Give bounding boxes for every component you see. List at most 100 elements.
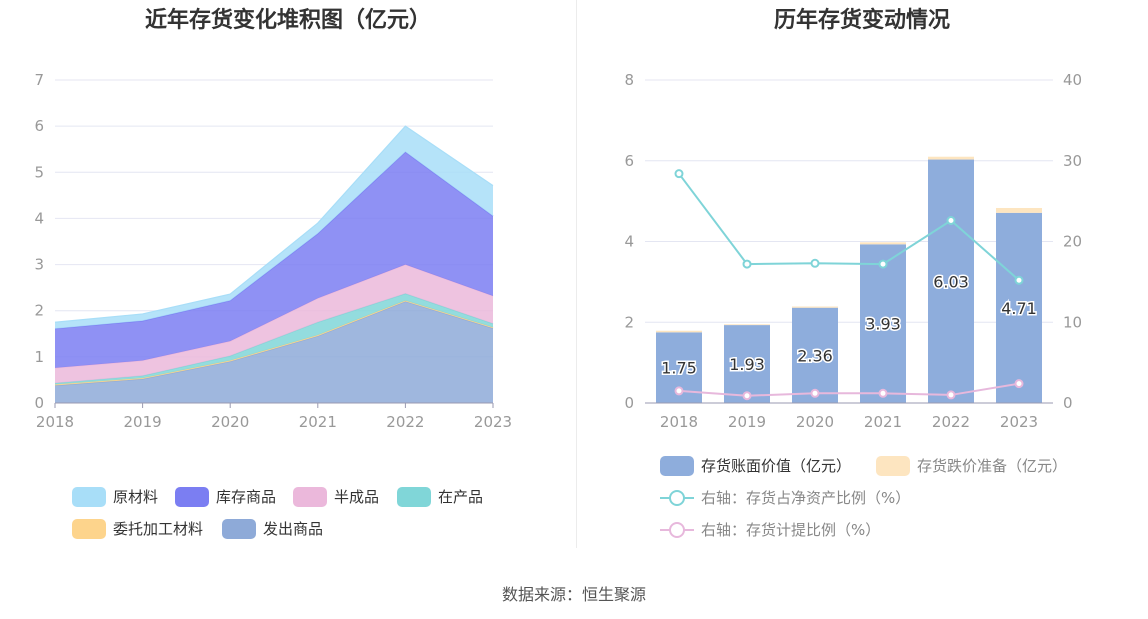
legend-swatch bbox=[876, 455, 910, 476]
legend-label: 存货跌价准备（亿元） bbox=[917, 457, 1068, 475]
legend-item-impairment-reserve[interactable]: 存货跌价准备（亿元） bbox=[876, 455, 1067, 476]
bar-data-label: 1.93 bbox=[729, 355, 765, 374]
bar-impairment-reserve bbox=[996, 207, 1042, 213]
bar-book-value bbox=[792, 307, 838, 403]
left-y-tick-label: 3 bbox=[34, 256, 44, 274]
line-point bbox=[742, 391, 752, 401]
legend-swatch bbox=[72, 486, 106, 507]
legend-label: 存货账面价值（亿元） bbox=[701, 457, 852, 475]
left-y-tick-label: 2 bbox=[34, 302, 44, 320]
left-x-tick-label: 2019 bbox=[124, 413, 162, 431]
right-y-tick-label: 8 bbox=[624, 71, 634, 89]
line-point bbox=[946, 390, 956, 400]
area-series-edge bbox=[54, 125, 494, 323]
legend-swatch bbox=[293, 486, 327, 507]
left-y-tick-label: 4 bbox=[34, 209, 44, 227]
line-point bbox=[810, 388, 820, 398]
right-y2-tick-label: 10 bbox=[1063, 313, 1082, 331]
right-y2-tick-label: 0 bbox=[1063, 394, 1073, 412]
right-x-tick-label: 2019 bbox=[728, 413, 766, 431]
right-y2-tick-label: 40 bbox=[1063, 71, 1082, 89]
legend-label: 半成品 bbox=[334, 488, 380, 506]
right-x-tick-label: 2018 bbox=[660, 413, 698, 431]
right-x-tick-label: 2021 bbox=[864, 413, 902, 431]
right-y2-tick-label: 20 bbox=[1063, 233, 1082, 251]
legend-item-provision-ratio[interactable]: 右轴：存货计提比例（%） bbox=[660, 519, 880, 540]
left-x-tick-label: 2023 bbox=[474, 413, 512, 431]
bar-data-label: 1.75 bbox=[661, 359, 697, 378]
left-y-tick-label: 0 bbox=[34, 394, 44, 412]
bar-data-label: 2.36 bbox=[797, 346, 833, 365]
line-point bbox=[878, 259, 888, 269]
left-x-tick-label: 2021 bbox=[299, 413, 337, 431]
right-x-tick-label: 2020 bbox=[796, 413, 834, 431]
left-y-tick-label: 1 bbox=[34, 348, 44, 366]
right-x-tick-label: 2023 bbox=[1000, 413, 1038, 431]
bar-book-value bbox=[724, 325, 770, 403]
legend-label: 在产品 bbox=[438, 488, 484, 506]
line-point bbox=[1014, 379, 1024, 389]
legend-label: 发出商品 bbox=[263, 520, 324, 538]
line-point bbox=[742, 259, 752, 269]
area-series-band bbox=[55, 151, 493, 368]
legend-item-net-asset-ratio[interactable]: 右轴：存货占净资产比例（%） bbox=[660, 487, 910, 508]
left-y-tick-label: 6 bbox=[34, 117, 44, 135]
legend-item-inventory-book-value[interactable]: 存货账面价值（亿元） bbox=[660, 455, 851, 476]
legend-item-work-in-progress[interactable]: 在产品 bbox=[397, 486, 483, 507]
area-series-edge bbox=[54, 151, 494, 330]
legend-label: 库存商品 bbox=[216, 488, 277, 506]
data-source: 数据来源：恒生聚源 bbox=[501, 585, 646, 604]
legend-swatch bbox=[660, 455, 694, 476]
right-y2-tick-label: 30 bbox=[1063, 152, 1082, 170]
legend-swatch bbox=[175, 486, 209, 507]
area-series-band bbox=[55, 264, 493, 384]
right-y-tick-label: 0 bbox=[624, 394, 634, 412]
bar-data-label: 3.93 bbox=[865, 315, 901, 334]
bar-impairment-reserve bbox=[792, 306, 838, 308]
legend-label: 右轴：存货计提比例（%） bbox=[701, 521, 881, 539]
legend-item-raw-materials[interactable]: 原材料 bbox=[72, 486, 158, 507]
area-series-band bbox=[55, 301, 493, 403]
line-point bbox=[674, 169, 684, 179]
bar-book-value bbox=[928, 159, 974, 403]
left-x-tick-label: 2020 bbox=[211, 413, 249, 431]
line-point bbox=[1014, 275, 1024, 285]
bar-book-value bbox=[996, 212, 1042, 403]
bar-book-value bbox=[860, 244, 906, 403]
right-y-tick-label: 2 bbox=[624, 313, 634, 331]
right-y-tick-label: 4 bbox=[624, 233, 634, 251]
right-x-tick-label: 2022 bbox=[932, 413, 970, 431]
line-point bbox=[674, 386, 684, 396]
bar-impairment-reserve bbox=[724, 324, 770, 326]
legend-item-consigned-materials[interactable]: 委托加工材料 bbox=[72, 518, 203, 539]
legend-label: 原材料 bbox=[113, 488, 159, 506]
legend-item-semi-finished[interactable]: 半成品 bbox=[293, 486, 379, 507]
left-y-tick-label: 5 bbox=[34, 163, 44, 181]
right-y-tick-label: 6 bbox=[624, 152, 634, 170]
line-provision-ratio bbox=[678, 382, 1020, 397]
bar-data-label: 4.71 bbox=[1001, 299, 1037, 318]
legend-swatch bbox=[397, 486, 431, 507]
bar-impairment-reserve bbox=[860, 242, 906, 245]
legend-label: 右轴：存货占净资产比例（%） bbox=[701, 489, 911, 507]
left-y-tick-label: 7 bbox=[34, 71, 44, 89]
left-chart-title: 近年存货变化堆积图（亿元） bbox=[144, 8, 431, 33]
left-x-tick-label: 2018 bbox=[36, 413, 74, 431]
line-net-asset-ratio bbox=[678, 173, 1020, 282]
legend-swatch bbox=[222, 518, 256, 539]
legend-label: 委托加工材料 bbox=[113, 520, 204, 538]
bar-data-label: 6.03 bbox=[933, 272, 969, 291]
legend-item-goods-shipped[interactable]: 发出商品 bbox=[222, 518, 323, 539]
line-point bbox=[878, 388, 888, 398]
line-point bbox=[810, 258, 820, 268]
legend-item-finished-goods[interactable]: 库存商品 bbox=[175, 486, 276, 507]
legend-line-marker bbox=[660, 520, 694, 540]
area-series-edge bbox=[54, 299, 494, 386]
legend-line-marker bbox=[660, 488, 694, 508]
right-chart-title: 历年存货变动情况 bbox=[773, 8, 950, 33]
charts-canvas: 0 1 2 3 4 5 6 7 2018 2019 2020 2021 2022 2023 0 2 4 6 8 0 10… bbox=[34, 71, 1082, 431]
bar-impairment-reserve bbox=[656, 330, 702, 333]
line-point bbox=[946, 216, 956, 226]
bar-impairment-reserve bbox=[928, 156, 974, 160]
panel-divider bbox=[576, 0, 577, 548]
